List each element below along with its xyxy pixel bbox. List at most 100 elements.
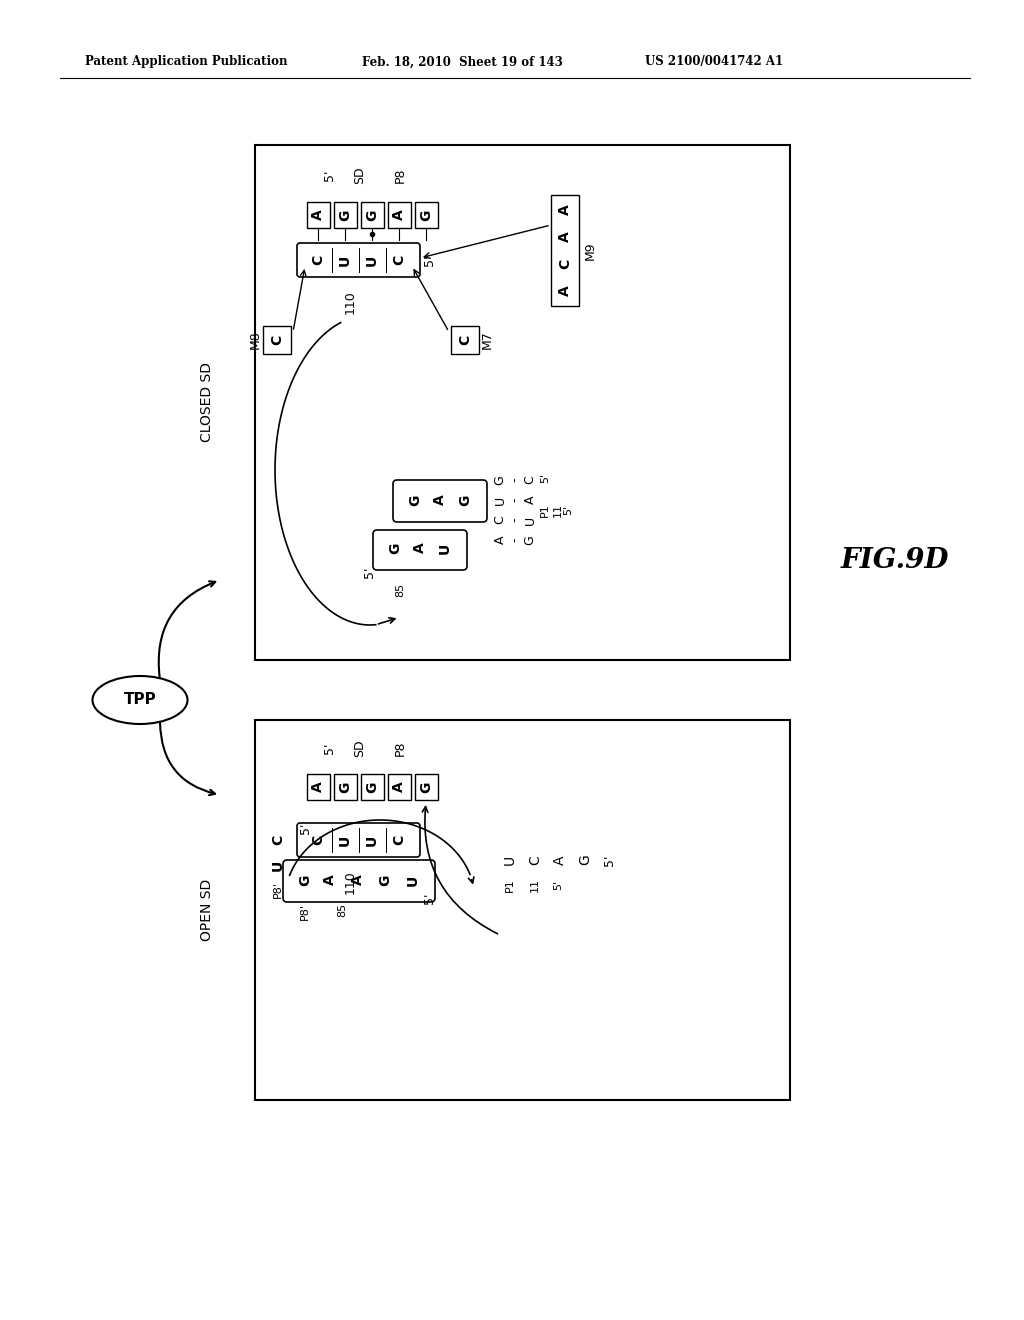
Text: C: C — [311, 255, 325, 265]
Text: A: A — [351, 875, 365, 886]
Text: 11: 11 — [530, 878, 540, 892]
Text: G: G — [494, 475, 507, 484]
Text: C: C — [558, 259, 572, 269]
Text: U: U — [338, 834, 352, 846]
Text: P1: P1 — [505, 878, 515, 892]
Text: G: G — [578, 854, 592, 866]
Text: G: G — [523, 535, 537, 545]
Text: A: A — [392, 781, 406, 792]
Text: 5': 5' — [424, 892, 436, 904]
Text: SD: SD — [353, 166, 367, 183]
Text: A: A — [392, 210, 406, 220]
Text: G: G — [365, 781, 379, 793]
Text: G: G — [419, 210, 433, 220]
FancyBboxPatch shape — [387, 202, 411, 228]
Text: C: C — [528, 855, 542, 865]
Text: C: C — [311, 834, 325, 845]
Bar — [255, 145, 790, 660]
Text: P8': P8' — [300, 903, 310, 920]
Text: 11: 11 — [553, 503, 563, 517]
Text: Patent Application Publication: Patent Application Publication — [85, 55, 288, 69]
FancyBboxPatch shape — [263, 326, 291, 354]
Text: OPEN SD: OPEN SD — [200, 879, 214, 941]
Text: A: A — [558, 205, 572, 215]
Text: A: A — [413, 543, 427, 553]
Text: C: C — [270, 335, 284, 345]
Text: 5': 5' — [540, 473, 550, 483]
Text: C: C — [494, 516, 507, 524]
FancyBboxPatch shape — [373, 531, 467, 570]
Text: 85: 85 — [337, 903, 347, 917]
Text: FIG.9D: FIG.9D — [841, 546, 949, 573]
FancyBboxPatch shape — [393, 480, 487, 521]
Text: 110: 110 — [343, 870, 356, 894]
Bar — [255, 719, 790, 1100]
Text: G: G — [408, 494, 422, 506]
Text: A: A — [558, 285, 572, 297]
FancyBboxPatch shape — [283, 861, 435, 902]
Text: 85: 85 — [395, 583, 406, 597]
Text: 5': 5' — [603, 854, 616, 866]
Text: G: G — [338, 781, 352, 793]
Text: A: A — [311, 781, 325, 792]
Text: -: - — [509, 478, 521, 482]
Text: G: G — [388, 543, 402, 553]
Text: U: U — [523, 515, 537, 524]
Text: C: C — [458, 335, 472, 345]
Text: 5': 5' — [563, 506, 573, 515]
Text: A: A — [433, 495, 447, 506]
FancyBboxPatch shape — [360, 774, 384, 800]
Text: P1: P1 — [540, 503, 550, 517]
Text: G: G — [378, 874, 392, 886]
FancyBboxPatch shape — [551, 195, 579, 306]
Text: -: - — [509, 498, 521, 502]
Text: U: U — [338, 255, 352, 265]
Text: 5': 5' — [423, 255, 435, 265]
Text: -: - — [509, 537, 521, 543]
Text: G: G — [298, 874, 312, 886]
Text: SD: SD — [353, 739, 367, 756]
Text: -: - — [509, 517, 521, 523]
Text: A: A — [523, 496, 537, 504]
Text: G: G — [419, 781, 433, 793]
FancyBboxPatch shape — [387, 774, 411, 800]
FancyBboxPatch shape — [360, 202, 384, 228]
Text: U: U — [438, 543, 452, 553]
Text: P8': P8' — [273, 882, 283, 899]
Text: C: C — [523, 475, 537, 484]
Text: M7: M7 — [480, 330, 494, 350]
FancyBboxPatch shape — [297, 822, 420, 857]
Text: 5': 5' — [299, 822, 311, 834]
Text: A: A — [323, 875, 337, 886]
FancyBboxPatch shape — [415, 774, 437, 800]
FancyBboxPatch shape — [451, 326, 479, 354]
Text: A: A — [494, 536, 507, 544]
Text: TPP: TPP — [124, 693, 157, 708]
Text: A: A — [311, 210, 325, 220]
Text: U: U — [494, 495, 507, 504]
FancyBboxPatch shape — [334, 202, 356, 228]
Text: G: G — [458, 494, 472, 506]
Text: A: A — [558, 231, 572, 243]
Text: 5': 5' — [324, 742, 337, 754]
FancyBboxPatch shape — [306, 774, 330, 800]
Text: U: U — [271, 859, 285, 871]
Text: C: C — [271, 834, 285, 845]
FancyBboxPatch shape — [334, 774, 356, 800]
Text: 5': 5' — [364, 566, 377, 578]
Text: CLOSED SD: CLOSED SD — [200, 363, 214, 442]
Text: P8: P8 — [393, 741, 407, 756]
Text: M9: M9 — [584, 242, 597, 260]
Text: U: U — [406, 874, 420, 886]
Text: M8: M8 — [249, 330, 261, 350]
Text: G: G — [338, 210, 352, 220]
FancyBboxPatch shape — [415, 202, 437, 228]
Text: U: U — [365, 834, 379, 846]
Text: A: A — [553, 855, 567, 865]
Text: P8: P8 — [393, 168, 407, 182]
Ellipse shape — [92, 676, 187, 723]
Text: Feb. 18, 2010  Sheet 19 of 143: Feb. 18, 2010 Sheet 19 of 143 — [362, 55, 563, 69]
Text: G: G — [365, 210, 379, 220]
FancyBboxPatch shape — [306, 202, 330, 228]
Text: C: C — [392, 255, 406, 265]
